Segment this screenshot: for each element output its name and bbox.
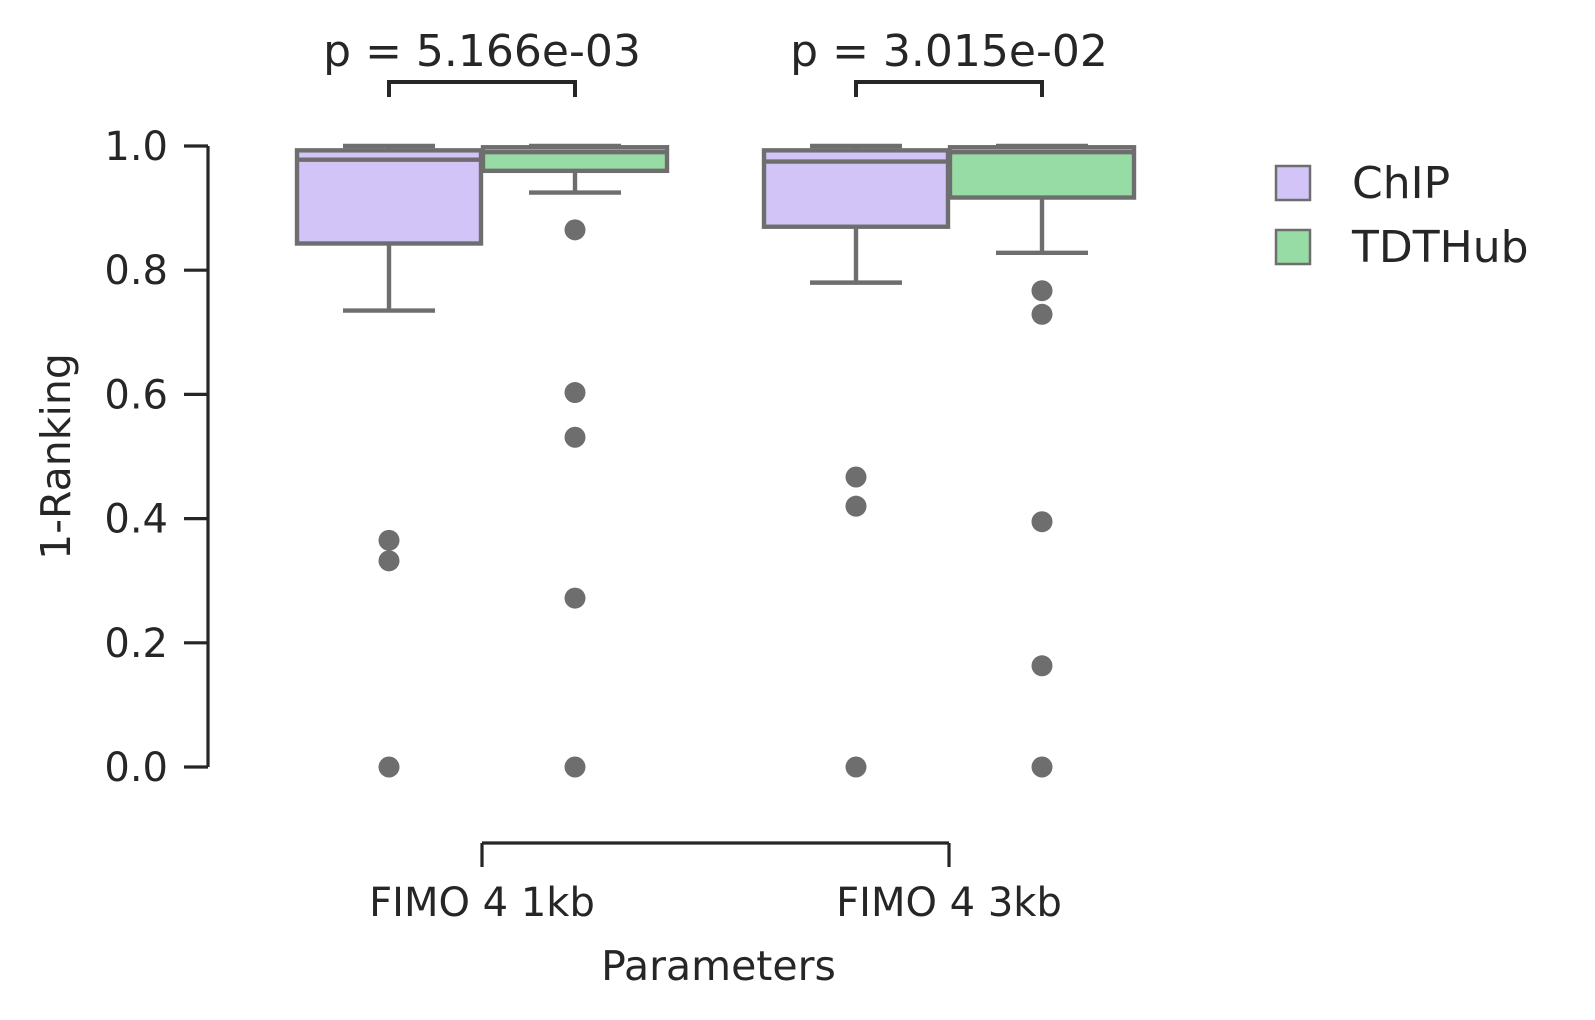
box-tdthub-2 — [947, 143, 1137, 778]
outlier-point — [845, 756, 867, 778]
outlier-point — [845, 466, 867, 488]
box-iqr — [294, 148, 484, 246]
y-tick-label: 0.4 — [104, 497, 168, 543]
outlier-point — [845, 495, 867, 517]
significance-annotations: p = 5.166e-03 p = 3.015e-02 — [323, 26, 1108, 97]
outlier-point — [378, 756, 400, 778]
p-value-label: p = 5.166e-03 — [323, 26, 641, 77]
box-tdthub-1 — [480, 143, 670, 778]
significance-bracket — [387, 80, 577, 97]
p-value-label: p = 3.015e-02 — [790, 26, 1108, 77]
legend-swatch-chip — [1274, 164, 1312, 202]
outlier-point — [564, 756, 586, 778]
x-tick-label: FIMO 4 3kb — [836, 880, 1062, 926]
outlier-point — [1031, 280, 1053, 302]
legend-label-chip: ChIP — [1352, 158, 1450, 209]
legend-swatch-tdthub — [1274, 228, 1312, 266]
outlier-point — [564, 219, 586, 241]
legend-label-tdthub: TDTHub — [1351, 222, 1529, 273]
outlier-point — [1031, 655, 1053, 677]
y-tick-label: 0.8 — [104, 248, 168, 294]
y-tick-label: 1.0 — [104, 124, 168, 170]
x-tick-label: FIMO 4 1kb — [369, 880, 595, 926]
legend: ChIP TDTHub — [1274, 158, 1529, 273]
y-tick-label: 0.2 — [104, 621, 168, 667]
box-chip-1 — [294, 143, 484, 778]
y-axis-title: 1-Ranking — [32, 353, 80, 560]
outlier-point — [378, 529, 400, 551]
box-iqr — [947, 145, 1137, 200]
outlier-point — [1031, 303, 1053, 325]
outlier-point — [564, 382, 586, 404]
outlier-point — [564, 426, 586, 448]
outlier-point — [564, 587, 586, 609]
boxes — [294, 143, 1137, 778]
y-tick-label: 0.6 — [104, 372, 168, 418]
box-chip-2 — [761, 143, 951, 778]
outlier-point — [378, 550, 400, 572]
x-axis-title: Parameters — [601, 942, 836, 990]
significance-bracket — [854, 80, 1044, 97]
axes: 0.0 0.2 0.4 0.6 0.8 1.0 1-Ranking FIMO 4 1kb FIM… — [32, 124, 1062, 990]
outlier-point — [1031, 756, 1053, 778]
y-tick-label: 0.0 — [104, 745, 168, 791]
outlier-point — [1031, 511, 1053, 533]
